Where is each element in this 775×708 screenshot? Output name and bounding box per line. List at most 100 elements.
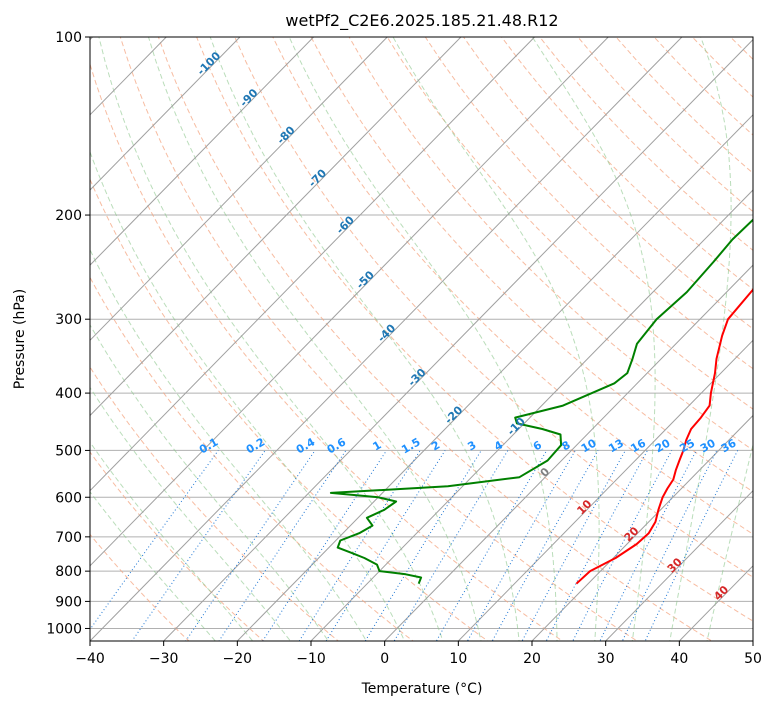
x-tick-label: 50 bbox=[744, 651, 762, 667]
mixing-ratio-label: 1.5 bbox=[399, 435, 422, 456]
dry-adiabat bbox=[386, 37, 753, 410]
x-tick-label: 40 bbox=[670, 651, 688, 667]
isotherm-line bbox=[457, 339, 753, 641]
isotherm-label: -80 bbox=[274, 123, 297, 146]
mixing-ratio-line bbox=[466, 450, 576, 641]
moist-adiabat bbox=[209, 37, 520, 641]
y-axis: 100 200 300 400 500 600 700 800 900 1000 bbox=[46, 30, 90, 637]
x-axis: −40 −30 −20 −10 0 10 20 30 40 50 bbox=[75, 641, 762, 667]
isotherm-line bbox=[531, 414, 753, 641]
mixing-ratio-line bbox=[435, 450, 548, 641]
mixing-ratio-line bbox=[262, 450, 388, 641]
moist-adiabat bbox=[392, 37, 600, 641]
mixing-ratio-line bbox=[90, 450, 219, 631]
dewpoint-profile bbox=[329, 218, 753, 585]
isotherm-line bbox=[90, 37, 535, 492]
data-lines bbox=[329, 218, 753, 585]
mixing-ratio-label: 16 bbox=[628, 436, 648, 455]
y-axis-label: Pressure (hPa) bbox=[12, 289, 28, 389]
y-tick-label: 300 bbox=[55, 312, 82, 328]
x-axis-label: Temperature (°C) bbox=[361, 681, 483, 697]
x-tick-label: −30 bbox=[149, 651, 179, 667]
mixing-ratio-line bbox=[185, 450, 316, 641]
dry-adiabat bbox=[234, 37, 753, 578]
dry-adiabat bbox=[90, 276, 414, 641]
isotherm-line bbox=[384, 264, 753, 641]
mixing-ratio-line bbox=[218, 450, 347, 641]
moist-adiabat bbox=[531, 37, 656, 641]
x-tick-label: 20 bbox=[523, 651, 541, 667]
dry-adiabat bbox=[196, 37, 753, 622]
isotherm-line bbox=[90, 37, 241, 191]
isotherm-label: -10 bbox=[505, 415, 528, 438]
chart-title: wetPf2_C2E6.2025.185.21.48.R12 bbox=[285, 11, 558, 31]
isotherm-label: 10 bbox=[574, 497, 594, 517]
moist-adiabat bbox=[288, 37, 558, 641]
mixing-ratio-label: 0.4 bbox=[294, 435, 318, 456]
moist-adiabat bbox=[669, 37, 732, 641]
isotherm-label: -40 bbox=[375, 321, 398, 344]
isotherm-line bbox=[90, 37, 388, 342]
dry-adiabat bbox=[500, 37, 753, 290]
moist-adiabat bbox=[148, 37, 482, 641]
mixing-ratio-line bbox=[599, 450, 697, 641]
y-tick-label: 700 bbox=[55, 530, 82, 546]
moist-adiabat bbox=[90, 248, 367, 641]
dry-adiabat bbox=[90, 451, 265, 641]
y-tick-label: 1000 bbox=[46, 621, 82, 637]
line-labels: -100-90-80-70-60-50-40-30-20 -10010203040… bbox=[195, 49, 739, 603]
isotherm-line bbox=[163, 38, 753, 641]
dry-adiabat bbox=[272, 37, 753, 535]
mixing-ratio-label: 3 bbox=[465, 438, 478, 453]
x-tick-label: 30 bbox=[597, 651, 615, 667]
moist-adiabat bbox=[90, 490, 216, 641]
x-tick-label: −40 bbox=[75, 651, 105, 667]
mixing-ratio-line bbox=[393, 450, 509, 641]
isotherm-line bbox=[310, 189, 753, 641]
mixing-ratio-line bbox=[325, 450, 446, 641]
moist-adiabat bbox=[90, 323, 329, 641]
mixing-ratio-label: 30 bbox=[698, 436, 718, 455]
dry-adiabat bbox=[310, 37, 753, 493]
y-tick-label: 900 bbox=[55, 594, 82, 610]
isotherm-line bbox=[90, 37, 462, 417]
x-tick-label: −20 bbox=[223, 651, 253, 667]
dry-adiabat bbox=[90, 62, 564, 641]
dry-adiabat bbox=[348, 37, 753, 451]
moist-adiabat bbox=[98, 37, 444, 641]
moist-adiabat bbox=[90, 441, 254, 641]
isotherm-label: -100 bbox=[195, 49, 224, 78]
x-tick-label: 10 bbox=[449, 651, 467, 667]
isotherm-line bbox=[605, 489, 753, 641]
y-tick-label: 200 bbox=[55, 208, 82, 224]
isotherm-label: -90 bbox=[237, 86, 260, 109]
dry-adiabat bbox=[157, 37, 713, 641]
moist-adiabat bbox=[90, 150, 406, 641]
y-tick-label: 400 bbox=[55, 386, 82, 402]
moist-adiabat bbox=[90, 386, 291, 641]
isotherm-label: -60 bbox=[334, 213, 357, 236]
mixing-ratio-label: 36 bbox=[719, 436, 739, 455]
dry-adiabat bbox=[90, 366, 340, 641]
isotherm-line bbox=[90, 37, 609, 567]
isotherm-label: -70 bbox=[306, 166, 329, 189]
isotherm-line bbox=[90, 37, 683, 641]
isotherm-label: -50 bbox=[354, 268, 377, 291]
mixing-ratio-line bbox=[131, 450, 266, 641]
mixing-ratio-line bbox=[644, 450, 739, 641]
mixing-ratio-line bbox=[298, 450, 421, 641]
y-tick-label: 100 bbox=[55, 30, 82, 46]
dry-adiabat bbox=[615, 37, 753, 174]
mixing-ratio-line bbox=[545, 450, 648, 641]
y-tick-label: 800 bbox=[55, 564, 82, 580]
x-tick-label: −10 bbox=[296, 651, 326, 667]
dry-adiabat bbox=[729, 37, 753, 61]
mixing-ratio-line bbox=[521, 450, 626, 641]
x-tick-label: 0 bbox=[380, 651, 389, 667]
dry-adiabat bbox=[424, 37, 753, 370]
isotherm-label: 40 bbox=[711, 583, 731, 603]
moist-adiabat bbox=[706, 442, 753, 641]
background-lines bbox=[90, 37, 753, 641]
dry-adiabat bbox=[90, 178, 489, 641]
